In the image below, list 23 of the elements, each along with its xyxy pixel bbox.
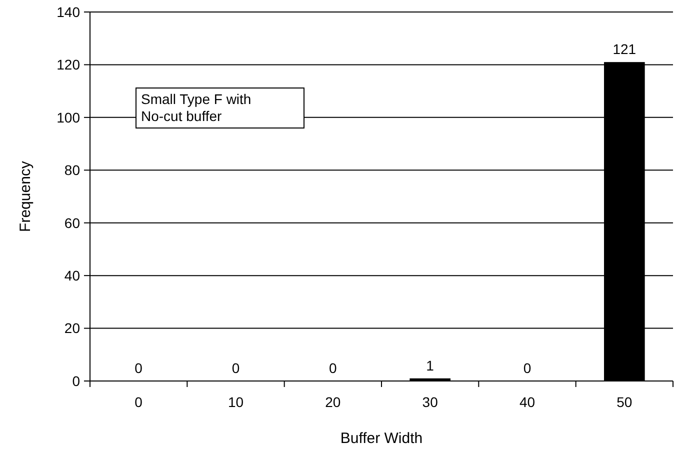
x-tick-label: 50 bbox=[616, 394, 632, 410]
y-tick-label: 80 bbox=[64, 162, 80, 178]
y-tick-label: 40 bbox=[64, 267, 80, 284]
x-tick-label: 0 bbox=[134, 394, 143, 410]
x-tick-label: 40 bbox=[519, 394, 536, 410]
data-label: 0 bbox=[134, 360, 143, 376]
y-tick-label: 20 bbox=[64, 320, 80, 336]
x-tick-label: 10 bbox=[228, 394, 244, 410]
annotation: Small Type F with No-cut buffer bbox=[141, 91, 252, 124]
data-label: 0 bbox=[232, 360, 240, 376]
data-label: 0 bbox=[329, 360, 338, 376]
x-tick-label: 20 bbox=[325, 394, 341, 410]
y-axis-title: Frequency bbox=[17, 160, 34, 232]
x-axis-title: Buffer Width bbox=[340, 430, 423, 447]
data-label: 121 bbox=[612, 41, 636, 58]
data-label: 0 bbox=[523, 360, 532, 376]
y-tick-label: 60 bbox=[64, 214, 80, 231]
data-label: 1 bbox=[426, 357, 434, 374]
y-tick-label: 120 bbox=[56, 56, 80, 73]
y-tick-label: 0 bbox=[72, 372, 80, 389]
y-tick-label: 140 bbox=[56, 4, 80, 20]
y-tick-label: 100 bbox=[56, 109, 80, 126]
x-tick-label: 30 bbox=[422, 394, 438, 410]
